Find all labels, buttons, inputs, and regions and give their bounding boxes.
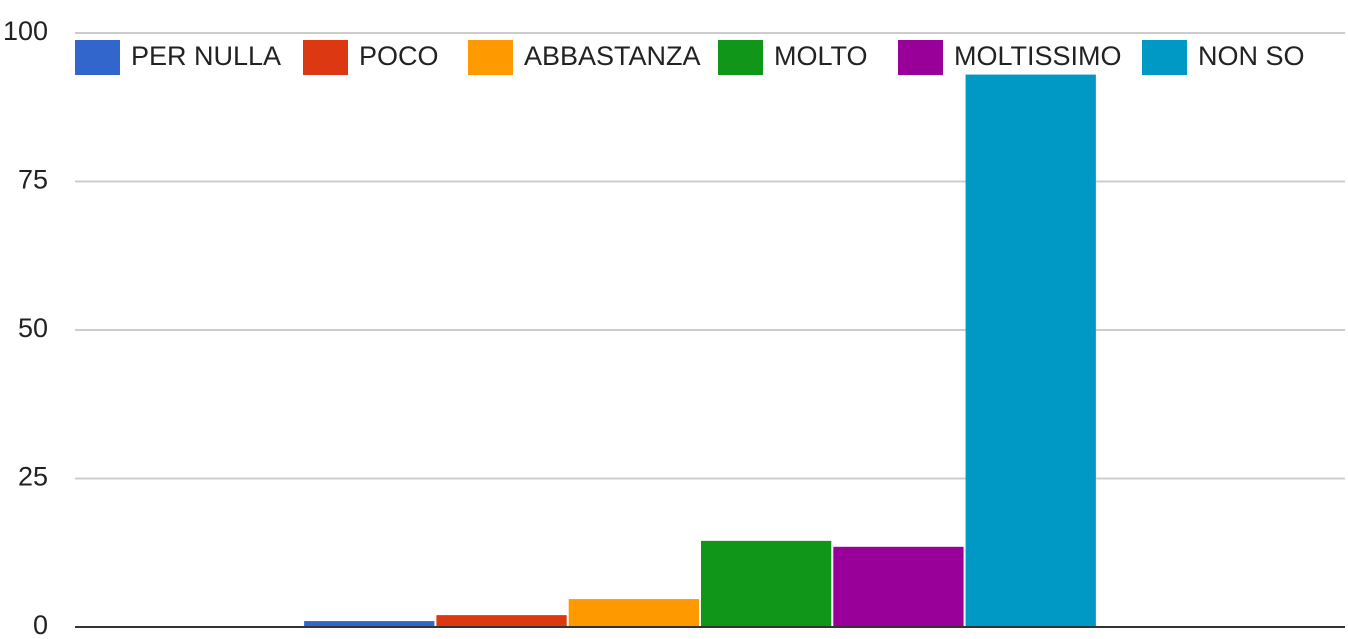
- legend-label: PER NULLA: [131, 41, 281, 71]
- y-tick-label: 0: [33, 610, 48, 639]
- bar: [568, 599, 699, 627]
- legend-swatch: [303, 40, 348, 75]
- legend-swatch: [898, 40, 943, 75]
- bar: [965, 74, 1096, 627]
- y-tick-label: 100: [3, 16, 48, 46]
- legend-swatch: [468, 40, 513, 75]
- bar: [701, 540, 832, 627]
- legend-label: NON SO: [1198, 41, 1305, 71]
- bar: [436, 615, 567, 627]
- legend-swatch: [75, 40, 120, 75]
- legend-label: ABBASTANZA: [524, 41, 701, 71]
- bar: [833, 546, 964, 627]
- legend-label: POCO: [359, 41, 439, 71]
- y-tick-label: 50: [18, 313, 48, 343]
- y-tick-label: 75: [18, 165, 48, 195]
- bar: [304, 621, 435, 627]
- legend-label: MOLTO: [774, 41, 868, 71]
- legend-swatch: [1142, 40, 1187, 75]
- legend-label: MOLTISSIMO: [954, 41, 1122, 71]
- y-tick-label: 25: [18, 462, 48, 492]
- legend-swatch: [718, 40, 763, 75]
